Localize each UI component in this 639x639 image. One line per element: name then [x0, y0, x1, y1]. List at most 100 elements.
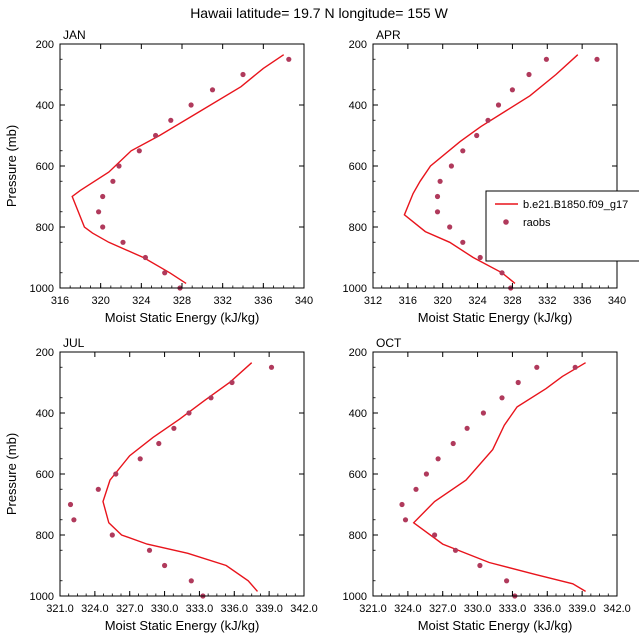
chart-oct-obs-point [499, 395, 505, 401]
chart-apr-obs-point [460, 148, 466, 154]
chart-apr-obs-point [474, 132, 480, 139]
chart-oct-ytick-label: 400 [349, 408, 367, 420]
chart-apr-xtick-label: 336 [573, 295, 591, 307]
chart-jul-obs-point [71, 517, 77, 523]
chart-oct-ytick-label: 1000 [343, 591, 367, 603]
chart-jan-obs-point [153, 132, 159, 139]
chart-jul-obs-point [229, 379, 235, 386]
chart-jul-xtick-label: 327.0 [116, 603, 144, 615]
chart-oct-obs-point [464, 425, 470, 431]
chart-apr-obs-point [460, 239, 466, 245]
chart-apr-obs-point [499, 270, 505, 276]
chart-apr-xtick-label: 340 [608, 295, 626, 307]
chart-apr-ytick-label: 1000 [343, 283, 367, 295]
chart-oct-model-line [412, 362, 586, 593]
panel-apr: APR 312 316 320 324 328 332 336 340 200 400 600 800 1… [343, 28, 627, 325]
chart-apr-ytick-label: 800 [349, 222, 367, 234]
chart-jan-obs-point [168, 117, 174, 123]
chart-jul-xtick-label: 324.0 [81, 603, 109, 615]
chart-jan-ylabel: Pressure (mb) [4, 125, 19, 207]
chart-apr-xtick-label: 316 [399, 295, 417, 307]
chart-oct-obs-point [423, 471, 429, 477]
chart-apr-obs-point [543, 56, 550, 62]
chart-apr-obs-point [437, 178, 443, 184]
chart-oct-xtick-label: 324.0 [394, 603, 422, 615]
chart-oct-obs-point [452, 547, 459, 553]
chart-jul-ytick-label: 800 [36, 530, 54, 542]
chart-oct-ytick-label: 600 [349, 469, 367, 481]
chart-jan-obs-point [209, 87, 216, 93]
chart-apr-xtick-label: 320 [434, 295, 452, 307]
legend-obs-swatch [503, 219, 509, 225]
chart-jul-ytick-label: 200 [36, 347, 54, 359]
chart-apr-ytick-label: 400 [349, 100, 367, 112]
chart-jan-obs-point [100, 224, 106, 230]
chart-oct-obs-point [504, 578, 510, 584]
chart-jan-ytick-label: 400 [36, 100, 54, 112]
chart-oct-ytick-label: 800 [349, 530, 367, 542]
chart-jul-obs-point [67, 501, 74, 508]
chart-jul-obs-point [113, 471, 119, 477]
chart-apr-obs-point [526, 71, 532, 78]
chart-jan-model-line [71, 54, 285, 284]
chart-jan-ytick-label: 1000 [30, 283, 54, 295]
chart-apr-obs-point [509, 87, 515, 93]
chart-jul-obs-point [208, 395, 214, 401]
chart-jul-panel-title: JUL [63, 336, 85, 350]
chart-oct-obs-point [450, 440, 456, 447]
chart-oct-obs-point [402, 517, 409, 523]
chart-jan-obs-point [96, 209, 102, 215]
chart-jan-xlabel: Moist Static Energy (kJ/kg) [105, 310, 260, 325]
chart-oct-xtick-label: 327.0 [429, 603, 457, 615]
chart-jan-ytick-label: 200 [36, 39, 54, 51]
chart-oct-obs-point [432, 532, 438, 538]
chart-jan-obs-point [188, 102, 194, 108]
chart-jan-obs-point [286, 56, 292, 62]
chart-apr-obs-point [477, 254, 483, 261]
chart-oct-xtick-label: 339.0 [568, 603, 596, 615]
chart-jan-xtick-label: 332 [213, 295, 231, 307]
chart-oct-xtick-label: 330.0 [464, 603, 492, 615]
chart-jul-obs-point [146, 547, 153, 553]
chart-jul-obs-point [171, 425, 177, 431]
chart-jan-ytick-label: 800 [36, 222, 54, 234]
chart-oct-obs-point [435, 456, 441, 462]
chart-jan-panel-title: JAN [63, 28, 86, 42]
chart-oct-xlabel: Moist Static Energy (kJ/kg) [418, 618, 573, 633]
legend-box [485, 190, 639, 262]
chart-oct-obs-point [515, 379, 521, 386]
chart-jan-xtick-label: 324 [132, 295, 150, 307]
chart-oct-obs-point [480, 410, 486, 416]
panel-oct: OCT 321.0 324.0 327.0 330.0 333.0 336.0 339.0 34… [343, 336, 631, 633]
chart-jul-obs-point [137, 456, 143, 462]
chart-jul-xtick-label: 321.0 [46, 603, 74, 615]
panel-jan: JAN 316 320 324 328 332 336 340 200 400 600 800 1000… [4, 28, 313, 325]
legend: b.e21.B1850.f09_g17 raobs [485, 190, 639, 262]
chart-jul-ylabel: Pressure (mb) [4, 433, 19, 515]
legend-model-label: b.e21.B1850.f09_g17 [523, 199, 628, 211]
chart-apr-obs-point [485, 117, 491, 123]
chart-jan-xtick-label: 340 [295, 295, 313, 307]
chart-oct-xtick-label: 321.0 [359, 603, 387, 615]
chart-jan-obs-point [136, 148, 142, 154]
chart-oct-xtick-label: 336.0 [534, 603, 562, 615]
chart-jan-obs-point [142, 254, 148, 261]
chart-apr-obs-point [495, 102, 502, 108]
chart-jan-xtick-label: 328 [173, 295, 191, 307]
chart-jul-xtick-label: 330.0 [151, 603, 179, 615]
chart-jul-xtick-label: 342.0 [290, 603, 318, 615]
chart-oct-obs-point [534, 364, 540, 370]
chart-jul-obs-point [268, 364, 275, 370]
chart-jul-obs-point [156, 440, 162, 447]
chart-jan-xtick-label: 336 [254, 295, 272, 307]
chart-apr-xtick-label: 324 [468, 295, 486, 307]
chart-oct-xtick-label: 342.0 [603, 603, 631, 615]
panel-jul: JUL 321.0 324.0 327.0 330.0 333.0 336.0 339.0 34… [4, 336, 318, 633]
chart-apr-obs-point [434, 193, 441, 200]
chart-jul-obs-point [109, 532, 115, 538]
chart-jul-xtick-label: 339.0 [255, 603, 283, 615]
chart-jan-ytick-label: 600 [36, 161, 54, 173]
figure-title: Hawaii latitude= 19.7 N longitude= 155 W [190, 5, 448, 21]
chart-jan-obs-point [120, 239, 126, 245]
